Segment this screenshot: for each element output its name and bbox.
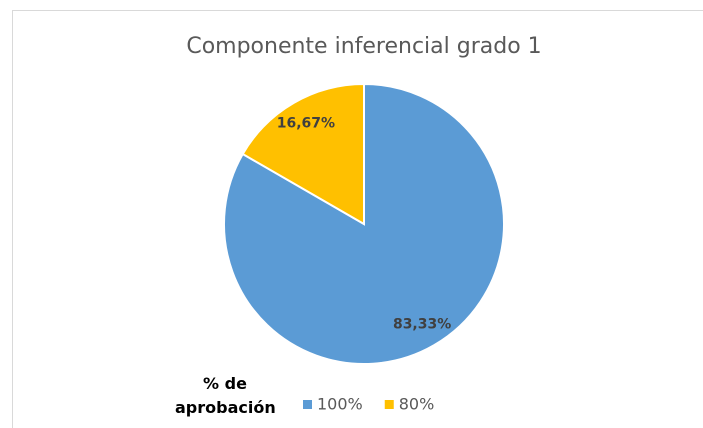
chart-title: Componente inferencial grado 1 <box>186 34 541 59</box>
data-label: 83,33% <box>393 317 451 333</box>
legend-swatch <box>384 400 394 409</box>
legend-swatch <box>303 400 312 409</box>
legend-label: 80% <box>399 395 435 414</box>
data-label: 16,67% <box>277 115 335 131</box>
legend-label: 100% <box>317 395 363 414</box>
legend-title: % de aprobación <box>175 374 276 417</box>
pie-slice <box>241 82 365 226</box>
